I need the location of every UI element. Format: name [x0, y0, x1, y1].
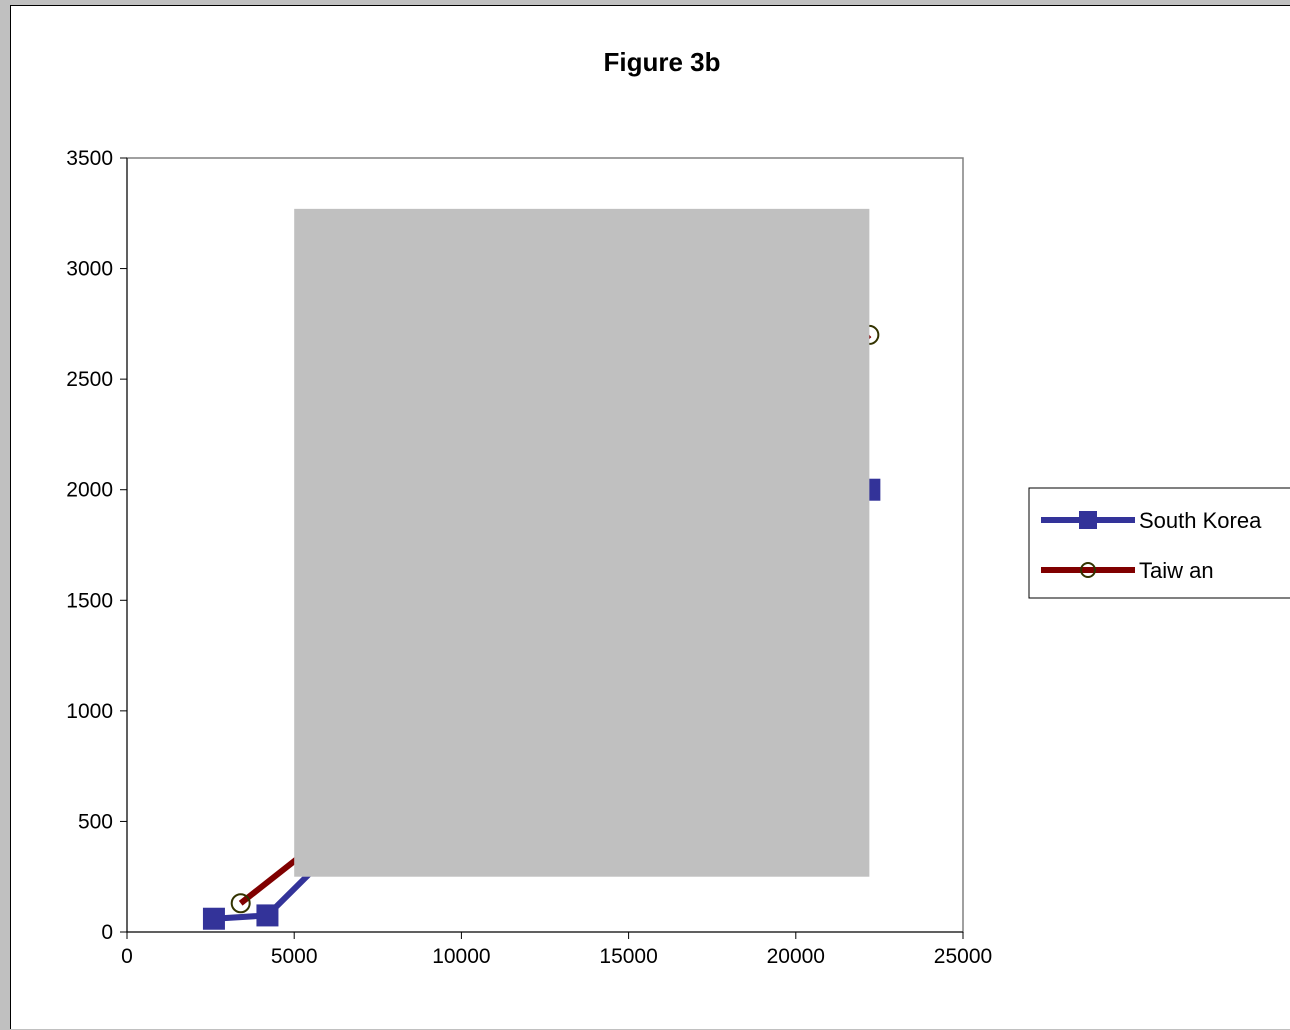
- y-tick-label: 2000: [66, 479, 113, 502]
- legend: South Korea Taiw an: [1028, 487, 1290, 599]
- data-point-taiw-an: [230, 893, 251, 914]
- y-tick-label: 1000: [66, 700, 113, 723]
- y-tick-label: 0: [101, 921, 113, 944]
- y-tick-label: 500: [78, 810, 113, 833]
- data-point-south-korea: [256, 904, 279, 927]
- legend-label-south-korea: South Korea: [1139, 508, 1262, 533]
- x-tick-label: 0: [121, 945, 133, 968]
- y-tick-label: 3000: [66, 258, 113, 281]
- chart-area: Figure 3b 0 500 1000 1500 2000 2500 3000 3500 0 5…: [10, 5, 1290, 1029]
- legend-box: [1028, 487, 1290, 599]
- x-tick-label: 20000: [767, 945, 825, 968]
- plot-area: 0 500 1000 1500 2000 2500 3000 3500 0 5000 10000 15…: [66, 147, 992, 968]
- x-tick-label: 25000: [934, 945, 992, 968]
- legend-marker-taiw-an: [1080, 562, 1096, 578]
- y-tick-label: 1500: [66, 589, 113, 612]
- chart-svg: Figure 3b 0 500 1000 1500 2000 2500 3000 3500 0 5…: [66, 47, 1290, 968]
- x-tick-label: 10000: [432, 945, 490, 968]
- legend-label-taiw-an: Taiw an: [1139, 558, 1214, 583]
- obscuring-box: [294, 208, 870, 877]
- legend-marker-south-korea: [1079, 511, 1097, 529]
- data-point-south-korea: [202, 907, 225, 930]
- chart-title: Figure 3b: [603, 47, 720, 77]
- x-tick-label: 15000: [599, 945, 657, 968]
- y-tick-label: 2500: [66, 368, 113, 391]
- x-tick-label: 5000: [271, 945, 318, 968]
- y-tick-label: 3500: [66, 147, 113, 170]
